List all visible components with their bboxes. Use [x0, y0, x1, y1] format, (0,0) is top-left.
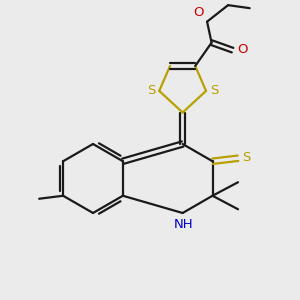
Text: O: O	[193, 6, 203, 19]
Text: S: S	[242, 151, 251, 164]
Text: O: O	[237, 43, 247, 56]
Text: NH: NH	[173, 218, 193, 231]
Text: S: S	[210, 84, 218, 97]
Text: S: S	[147, 84, 156, 97]
